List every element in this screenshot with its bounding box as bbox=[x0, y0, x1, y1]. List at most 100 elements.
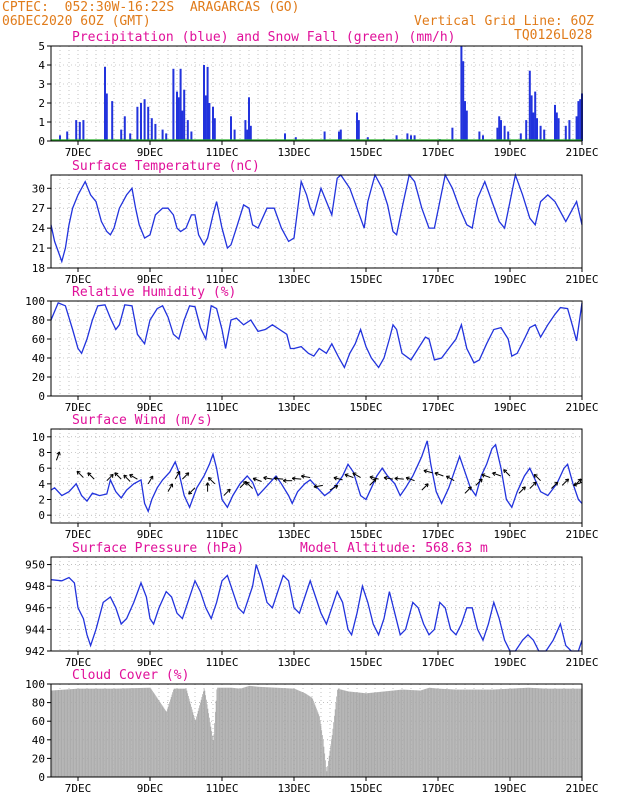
cloud-bar bbox=[498, 689, 500, 777]
cloud-bar bbox=[358, 692, 359, 777]
precip-bar bbox=[323, 131, 326, 141]
cloud-bar bbox=[447, 689, 448, 777]
cloud-bar bbox=[498, 689, 499, 777]
cloud-bar bbox=[225, 687, 227, 777]
cloud-bar bbox=[72, 689, 74, 777]
cloud-bar bbox=[311, 697, 313, 777]
cloud-bar bbox=[344, 690, 346, 777]
cloud-bar bbox=[400, 689, 402, 777]
cloud-bar bbox=[68, 689, 70, 777]
cloud-bar bbox=[452, 689, 454, 777]
precip-bar bbox=[395, 135, 398, 141]
cloud-bar bbox=[363, 693, 365, 777]
cloud-bar bbox=[60, 689, 62, 777]
wind-arrow-head bbox=[445, 475, 449, 480]
cloud-bar bbox=[135, 688, 137, 777]
cloud-bar bbox=[280, 687, 282, 777]
cloud-bar bbox=[69, 689, 71, 777]
cloud-bar bbox=[563, 688, 565, 777]
cloud-bar bbox=[381, 691, 383, 777]
cloud-bar bbox=[504, 688, 505, 777]
wind-arrow-head bbox=[573, 482, 577, 486]
cloud-bar bbox=[170, 697, 172, 777]
cloud-bar bbox=[74, 688, 76, 777]
y-tick-label: 946 bbox=[25, 602, 45, 615]
cloud-bar bbox=[465, 689, 466, 777]
wind-arrow-head bbox=[424, 483, 429, 486]
precip-bar bbox=[338, 131, 340, 141]
cloud-bar bbox=[187, 693, 189, 777]
cloud-bar bbox=[577, 688, 579, 777]
cloud-bar bbox=[288, 688, 290, 777]
wind-arrow-head bbox=[87, 472, 92, 475]
cloud-bar bbox=[408, 689, 409, 777]
cloud-bar bbox=[533, 688, 535, 777]
wind-arrow-head bbox=[282, 480, 287, 483]
x-date-label: 13DEC bbox=[277, 528, 310, 541]
cloud-bar bbox=[141, 687, 143, 777]
wind-arrow bbox=[55, 451, 60, 461]
cloud-bar bbox=[274, 687, 276, 777]
precip-bar bbox=[248, 97, 250, 141]
cloud-bar bbox=[161, 705, 163, 777]
cloud-bar bbox=[113, 688, 114, 777]
wind-arrow-head bbox=[282, 478, 287, 482]
cloud-bar bbox=[459, 689, 461, 777]
cloud-bar bbox=[65, 689, 66, 777]
wind-arrow bbox=[174, 471, 181, 480]
cloud-bar bbox=[100, 688, 102, 777]
wind-arrow-head bbox=[226, 488, 231, 491]
cloud-bar bbox=[197, 710, 199, 777]
cloud-bar bbox=[328, 755, 330, 777]
cloud-bar bbox=[313, 700, 314, 777]
x-date-label: 19DEC bbox=[493, 273, 526, 286]
x-date-label: 15DEC bbox=[349, 146, 382, 159]
cloud-bar bbox=[211, 731, 212, 777]
y-tick-label: 100 bbox=[25, 678, 45, 691]
cloud-bar bbox=[248, 685, 250, 777]
cloud-bar bbox=[152, 691, 154, 777]
cloud-bar bbox=[354, 692, 356, 777]
cloud-bar bbox=[155, 695, 156, 777]
wind-arrow-head bbox=[383, 475, 388, 479]
cloud-bar bbox=[557, 688, 559, 777]
precip-bar bbox=[105, 93, 108, 141]
cloud-bar bbox=[229, 687, 231, 777]
cloud-bar bbox=[419, 690, 421, 777]
cloud-bar bbox=[282, 688, 284, 777]
cloud-bar bbox=[507, 688, 508, 777]
cloud-bar bbox=[438, 688, 440, 777]
cloud-bar bbox=[318, 714, 320, 777]
wind-arrow-head bbox=[263, 475, 267, 479]
cloud-bar bbox=[116, 688, 118, 777]
cloud-bar bbox=[444, 688, 445, 777]
cloud-bar bbox=[346, 690, 347, 777]
cloud-bar bbox=[471, 689, 472, 777]
cloud-bar bbox=[223, 687, 225, 777]
cloud-bar bbox=[214, 723, 215, 777]
wind-arrow bbox=[481, 474, 491, 479]
cloud-bar bbox=[341, 689, 343, 777]
cloud-bar bbox=[124, 688, 126, 777]
y-tick-label: 80 bbox=[32, 697, 45, 710]
x-date-label: 15DEC bbox=[349, 782, 382, 795]
precip-bar bbox=[284, 133, 286, 141]
y-tick-label: 0 bbox=[38, 771, 45, 784]
x-date-label: 17DEC bbox=[421, 146, 454, 159]
cloud-bar bbox=[240, 688, 242, 777]
cloud-bar bbox=[420, 690, 421, 777]
y-tick-label: 100 bbox=[25, 295, 45, 308]
cloud-bar bbox=[440, 688, 442, 777]
wind-arrow-head bbox=[573, 484, 578, 487]
wind-arrow bbox=[239, 481, 247, 489]
cloud-bar bbox=[569, 688, 570, 777]
x-date-label: 9DEC bbox=[137, 782, 164, 795]
cloud-bar bbox=[387, 691, 388, 777]
precip-bar bbox=[577, 101, 580, 141]
cloud-bar bbox=[500, 689, 502, 777]
precip-bar bbox=[539, 125, 542, 141]
cloud-bar bbox=[362, 692, 364, 777]
cloud-bar bbox=[487, 689, 489, 777]
cloud-bar bbox=[283, 688, 285, 777]
cloud-bar bbox=[510, 688, 512, 777]
